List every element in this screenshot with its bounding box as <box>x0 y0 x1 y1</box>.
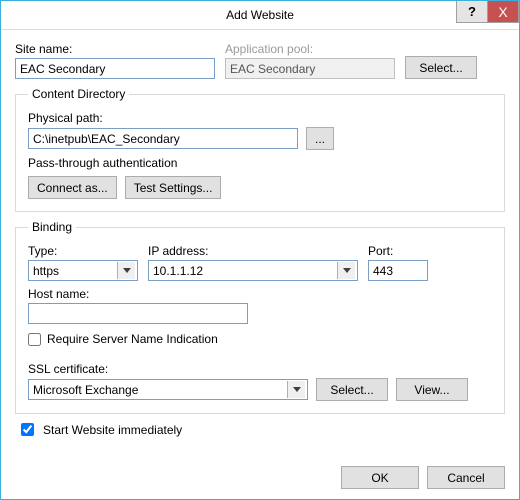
connect-as-button[interactable]: Connect as... <box>28 176 117 199</box>
ssl-certificate-label: SSL certificate: <box>28 362 492 376</box>
cancel-button[interactable]: Cancel <box>427 466 505 489</box>
browse-path-button[interactable]: ... <box>306 127 334 150</box>
help-button[interactable]: ? <box>456 1 488 23</box>
close-button[interactable]: X <box>487 1 519 23</box>
ssl-certificate-select[interactable]: Microsoft Exchange <box>28 379 308 400</box>
app-pool-label: Application pool: <box>225 42 395 56</box>
type-value: https <box>33 264 59 278</box>
window-title: Add Website <box>226 8 294 22</box>
type-select[interactable]: https <box>28 260 138 281</box>
title-bar: Add Website ? X <box>1 1 519 30</box>
host-name-label: Host name: <box>28 287 248 301</box>
passthrough-auth-label: Pass-through authentication <box>28 156 492 170</box>
content-directory-group: Content Directory Physical path: ... Pas… <box>15 87 505 212</box>
select-app-pool-button[interactable]: Select... <box>405 56 477 79</box>
ok-button[interactable]: OK <box>341 466 419 489</box>
site-name-input[interactable] <box>15 58 215 79</box>
help-icon: ? <box>468 4 476 19</box>
view-ssl-button[interactable]: View... <box>396 378 468 401</box>
titlebar-buttons: ? X <box>456 1 519 23</box>
binding-group: Binding Type: https IP address: 10.1.1.1… <box>15 220 505 414</box>
dialog-footer: OK Cancel <box>341 466 505 489</box>
ip-address-label: IP address: <box>148 244 358 258</box>
require-sni-label: Require Server Name Indication <box>47 332 218 346</box>
port-input[interactable] <box>368 260 428 281</box>
dialog-body: Site name: Application pool: Select... C… <box>1 30 519 439</box>
close-icon: X <box>498 4 507 20</box>
select-ssl-button[interactable]: Select... <box>316 378 388 401</box>
ssl-certificate-value: Microsoft Exchange <box>33 383 138 397</box>
require-sni-checkbox[interactable] <box>28 333 41 346</box>
site-name-label: Site name: <box>15 42 215 56</box>
physical-path-input[interactable] <box>28 128 298 149</box>
start-immediately-checkbox[interactable] <box>21 423 34 436</box>
ip-address-select[interactable]: 10.1.1.12 <box>148 260 358 281</box>
chevron-down-icon <box>117 262 135 279</box>
type-label: Type: <box>28 244 138 258</box>
test-settings-button[interactable]: Test Settings... <box>125 176 222 199</box>
port-label: Port: <box>368 244 428 258</box>
host-name-input[interactable] <box>28 303 248 324</box>
binding-legend: Binding <box>28 220 76 234</box>
chevron-down-icon <box>337 262 355 279</box>
ip-address-value: 10.1.1.12 <box>153 264 203 278</box>
app-pool-field <box>225 58 395 79</box>
content-directory-legend: Content Directory <box>28 87 129 101</box>
add-website-dialog: Add Website ? X Site name: Application p… <box>0 0 520 500</box>
physical-path-label: Physical path: <box>28 111 492 125</box>
chevron-down-icon <box>287 381 305 398</box>
start-immediately-label: Start Website immediately <box>43 423 182 437</box>
